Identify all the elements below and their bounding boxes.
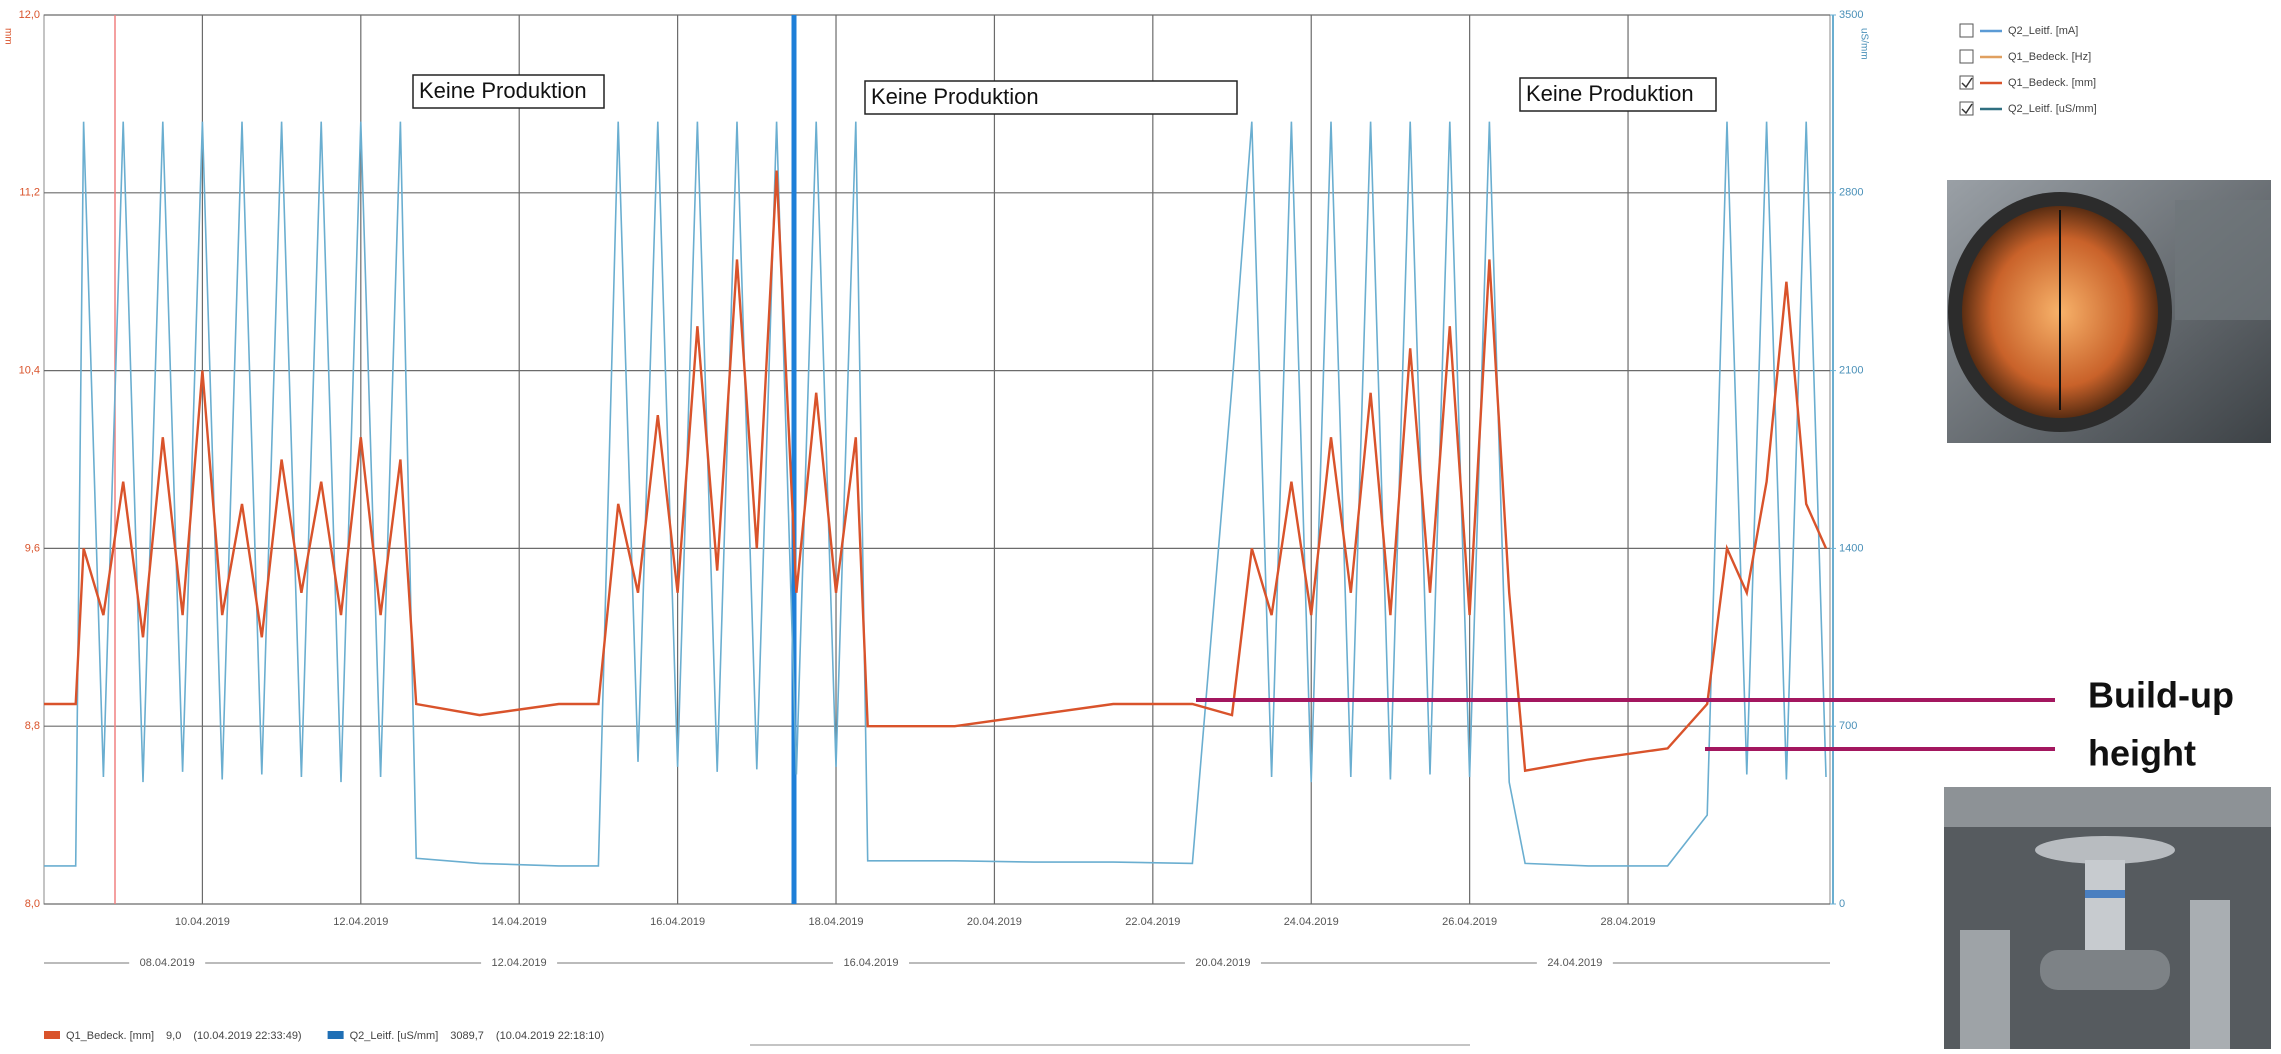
y2-tick-label: 2800: [1839, 187, 1863, 199]
channel-label: Q2_Leitf. [mA]: [2008, 25, 2078, 37]
legend-time: (10.04.2019 22:18:10): [496, 1030, 604, 1042]
x-tick-label: 28.04.2019: [1601, 916, 1656, 928]
overview-label-bg: [1184, 955, 1261, 971]
annotation-box: [1519, 77, 1717, 112]
y-tick-label: 10,4: [19, 365, 40, 377]
channel-label: Q1_Bedeck. [mm]: [2008, 77, 2096, 89]
annotation-box: [412, 74, 605, 109]
x-tick-label: 12.04.2019: [333, 916, 388, 928]
legend-readout: 3089,7: [450, 1030, 484, 1042]
y-axis-label: mm: [2, 28, 13, 45]
sensor-photo: [1944, 787, 2271, 1049]
y-tick-label: 8,8: [25, 720, 40, 732]
overview-label-bg: [481, 955, 558, 971]
series-line: [44, 170, 1828, 773]
legend-readout: 9,0: [166, 1030, 181, 1042]
checkbox[interactable]: [1959, 75, 1974, 90]
x-tick-label: 18.04.2019: [808, 916, 863, 928]
y-tick-label: 11,2: [19, 187, 40, 199]
callout-text: height: [2088, 733, 2196, 774]
legend-swatch: [327, 1031, 344, 1039]
y-tick-label: 9,6: [25, 542, 40, 554]
checkbox[interactable]: [1959, 101, 1974, 116]
y-tick-label: 12,0: [19, 9, 40, 21]
overview-label-bg: [129, 955, 206, 971]
x-tick-label: 16.04.2019: [650, 916, 705, 928]
overview-label-bg: [833, 955, 910, 971]
x-tick-label: 10.04.2019: [175, 916, 230, 928]
pipe-photo: [1947, 180, 2271, 443]
y2-tick-label: 3500: [1839, 9, 1863, 21]
checkbox[interactable]: [1959, 49, 1974, 64]
annotation: Keine Produktion: [1526, 81, 1694, 106]
channel-label: Q2_Leitf. [uS/mm]: [2008, 103, 2097, 115]
chart: 8,0 8,8 9,6 10,4 11,2 12,0 0 700 1400 2100 2800 350…: [2, 9, 2234, 1046]
y2-axis-label: uS/mm: [1858, 28, 1869, 60]
overview-tick-label: 16.04.2019: [843, 957, 898, 969]
checkbox[interactable]: [1959, 23, 1974, 38]
annotation: Keine Produktion: [419, 78, 587, 103]
y2-tick-label: 700: [1839, 720, 1857, 732]
plot-frame: [43, 14, 1831, 905]
legend-label: Q1_Bedeck. [mm]: [66, 1030, 154, 1042]
y2-tick-label: 0: [1839, 898, 1845, 910]
legend-time: (10.04.2019 22:33:49): [193, 1030, 301, 1042]
channel-label: Q1_Bedeck. [Hz]: [2008, 51, 2091, 63]
y2-tick-label: 2100: [1839, 365, 1863, 377]
overview-label-bg: [1536, 955, 1613, 971]
callout-text: Build-up: [2088, 675, 2234, 716]
x-tick-label: 20.04.2019: [967, 916, 1022, 928]
x-tick-label: 26.04.2019: [1442, 916, 1497, 928]
x-tick-label: 14.04.2019: [492, 916, 547, 928]
overview-tick-label: 20.04.2019: [1195, 957, 1250, 969]
overview-tick-label: 12.04.2019: [492, 957, 547, 969]
annotation-box: [864, 80, 1238, 115]
legend-swatch: [44, 1031, 60, 1039]
x-tick-label: 22.04.2019: [1125, 916, 1180, 928]
overview-tick-label: 24.04.2019: [1547, 957, 1602, 969]
series-line: [44, 121, 1827, 867]
overview-tick-label: 08.04.2019: [140, 957, 195, 969]
checkmark: [1961, 77, 1973, 89]
x-tick-label: 24.04.2019: [1284, 916, 1339, 928]
checkmark: [1961, 103, 1973, 115]
legend-label: Q2_Leitf. [uS/mm]: [350, 1030, 439, 1042]
y-tick-label: 8,0: [25, 898, 40, 910]
annotation: Keine Produktion: [871, 84, 1039, 109]
y2-tick-label: 1400: [1839, 542, 1863, 554]
